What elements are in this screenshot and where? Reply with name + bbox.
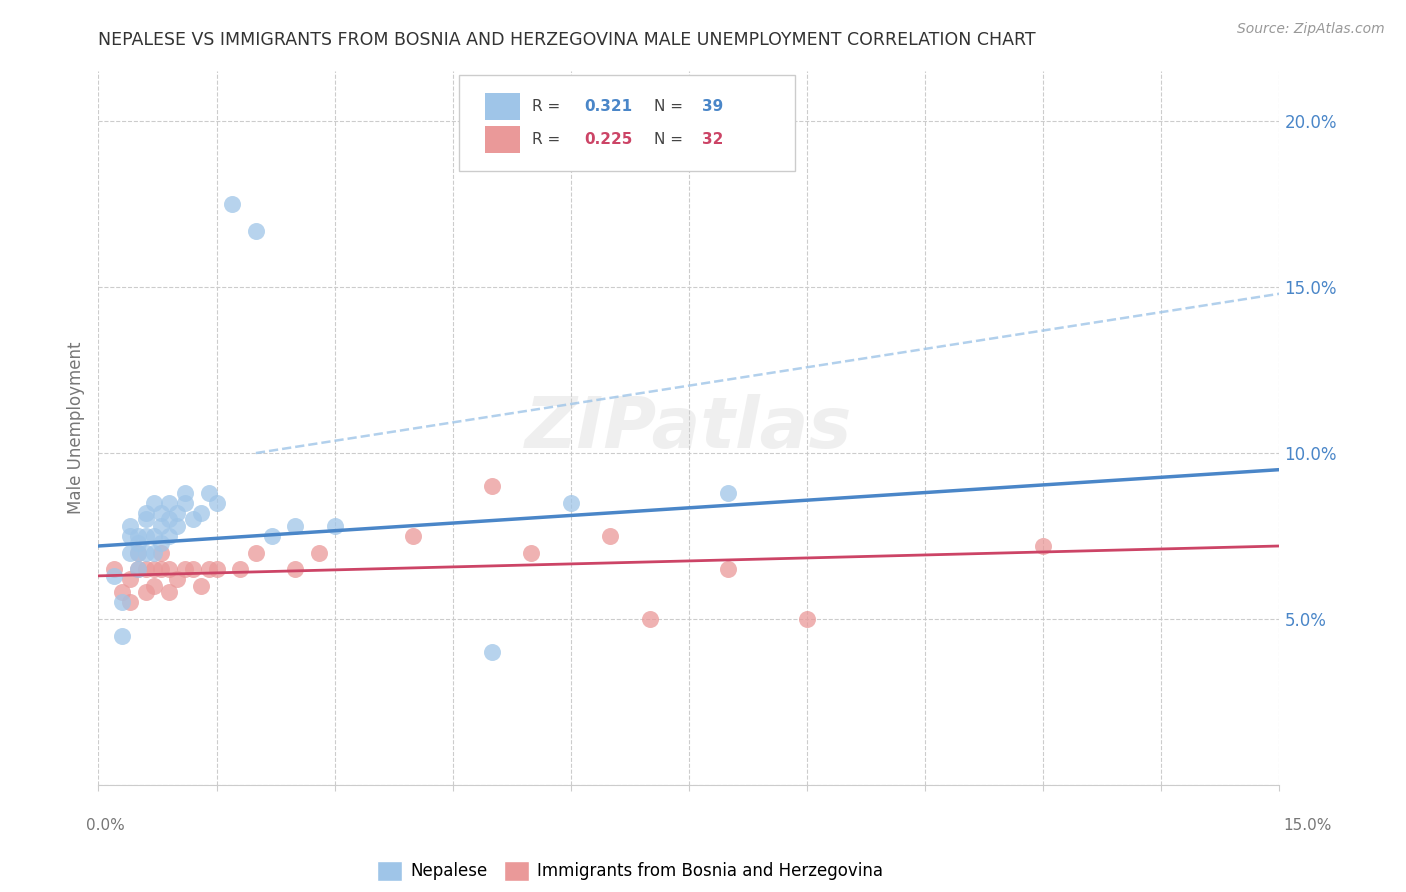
Point [717, 562, 740, 576]
Point [166, 506, 188, 520]
Point [127, 546, 149, 560]
Point [135, 585, 157, 599]
Point [190, 506, 212, 520]
Point [111, 585, 134, 599]
Point [142, 579, 165, 593]
Text: ZIPatlas: ZIPatlas [526, 393, 852, 463]
FancyBboxPatch shape [485, 93, 520, 120]
Point [174, 562, 197, 576]
Point [142, 529, 165, 543]
Point [111, 595, 134, 609]
Point [638, 612, 661, 626]
Text: N =: N = [654, 132, 688, 147]
Point [127, 535, 149, 549]
Point [1032, 539, 1054, 553]
Point [118, 519, 141, 533]
Point [599, 529, 621, 543]
Y-axis label: Male Unemployment: Male Unemployment [66, 342, 84, 515]
Point [135, 562, 157, 576]
Point [174, 486, 197, 500]
Point [481, 479, 503, 493]
Point [402, 529, 425, 543]
Text: 0.225: 0.225 [583, 132, 633, 147]
Text: 15.0%: 15.0% [1284, 818, 1331, 832]
Point [197, 486, 219, 500]
Point [157, 529, 180, 543]
Point [481, 645, 503, 659]
FancyBboxPatch shape [458, 75, 796, 171]
Point [127, 562, 149, 576]
Text: 32: 32 [702, 132, 723, 147]
Point [135, 506, 157, 520]
Point [118, 572, 141, 586]
Point [323, 519, 346, 533]
Point [166, 519, 188, 533]
Point [150, 546, 173, 560]
Text: 0.0%: 0.0% [86, 818, 125, 832]
Text: N =: N = [654, 99, 688, 114]
Point [118, 529, 141, 543]
Point [150, 506, 173, 520]
Point [284, 562, 307, 576]
Point [717, 486, 740, 500]
Point [520, 546, 543, 560]
Point [245, 224, 267, 238]
Point [166, 572, 188, 586]
Text: Source: ZipAtlas.com: Source: ZipAtlas.com [1237, 22, 1385, 37]
Point [245, 546, 267, 560]
Text: R =: R = [531, 132, 565, 147]
Point [127, 562, 149, 576]
Text: 39: 39 [702, 99, 723, 114]
Point [103, 562, 125, 576]
Point [135, 512, 157, 526]
Point [284, 519, 307, 533]
Point [205, 496, 228, 510]
Point [150, 535, 173, 549]
Point [260, 529, 283, 543]
Point [221, 197, 243, 211]
Point [135, 529, 157, 543]
Point [174, 496, 197, 510]
Point [308, 546, 330, 560]
Point [142, 562, 165, 576]
Point [796, 612, 818, 626]
Point [181, 512, 204, 526]
Point [127, 546, 149, 560]
Text: NEPALESE VS IMMIGRANTS FROM BOSNIA AND HERZEGOVINA MALE UNEMPLOYMENT CORRELATION: NEPALESE VS IMMIGRANTS FROM BOSNIA AND H… [98, 31, 1036, 49]
Point [229, 562, 252, 576]
Point [103, 569, 125, 583]
Point [157, 512, 180, 526]
Point [142, 546, 165, 560]
Point [150, 562, 173, 576]
Point [118, 546, 141, 560]
Point [181, 562, 204, 576]
FancyBboxPatch shape [485, 127, 520, 153]
Point [157, 585, 180, 599]
Point [560, 496, 582, 510]
Legend: Nepalese, Immigrants from Bosnia and Herzegovina: Nepalese, Immigrants from Bosnia and Her… [370, 854, 890, 888]
Point [190, 579, 212, 593]
Point [111, 629, 134, 643]
Point [142, 496, 165, 510]
Point [157, 496, 180, 510]
Point [135, 546, 157, 560]
Point [205, 562, 228, 576]
Text: 0.321: 0.321 [583, 99, 631, 114]
Text: R =: R = [531, 99, 565, 114]
Point [150, 519, 173, 533]
Point [157, 562, 180, 576]
Point [127, 529, 149, 543]
Point [197, 562, 219, 576]
Point [118, 595, 141, 609]
